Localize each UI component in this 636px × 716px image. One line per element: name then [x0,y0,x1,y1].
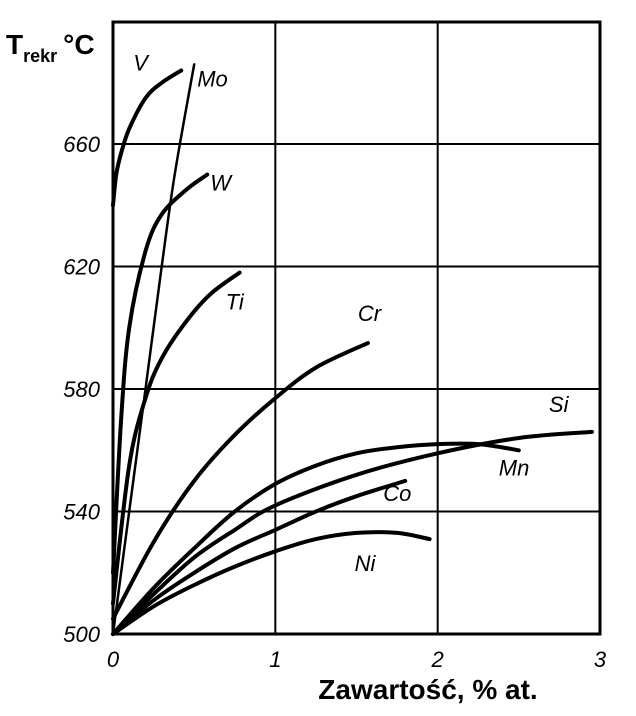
y-tick-label: 540 [63,500,100,525]
series-label-co: Co [383,481,411,506]
x-tick-label: 2 [431,647,444,672]
y-tick-label: 580 [63,377,100,402]
series-label-ni: Ni [355,551,377,576]
y-tick-label: 660 [63,132,100,157]
x-tick-labels: 0 1 2 3 [107,647,607,672]
series-line-w [111,172,210,575]
series-label-mn: Mn [499,455,530,480]
series-line-mo [111,63,196,636]
series-line-co [111,478,408,636]
y-tick-labels: 500 540 580 620 660 [63,132,100,647]
x-tick-label: 3 [594,647,607,672]
series-label-mo: Mo [197,66,228,91]
y-axis-title-main: T [6,29,23,60]
series-label-v: V [133,51,150,76]
series-label-ti: Ti [226,290,245,315]
x-axis-title: Zawartość, % at. [318,674,537,705]
series-line-v [111,68,184,208]
x-tick-label: 0 [107,647,120,672]
series-labels: V Mo W Ti Cr Mn Si Co Ni [133,51,569,577]
y-axis-title: Trekr °C [6,29,95,66]
series-line-mn [111,441,521,636]
y-axis-title-unit: °C [63,29,94,60]
y-axis-title-sub: rekr [23,46,57,66]
series-line-ti [111,270,242,606]
series-line-cr [111,341,370,621]
y-tick-label: 620 [63,255,100,280]
plot-frame [111,20,602,636]
series-label-cr: Cr [358,301,383,326]
series-line-si [111,429,594,636]
x-tick-label: 1 [269,647,281,672]
series-label-si: Si [549,392,570,417]
series-layer [111,63,594,636]
series-line-ni [111,530,432,636]
series-label-w: W [210,171,233,196]
y-tick-label: 500 [63,622,100,647]
